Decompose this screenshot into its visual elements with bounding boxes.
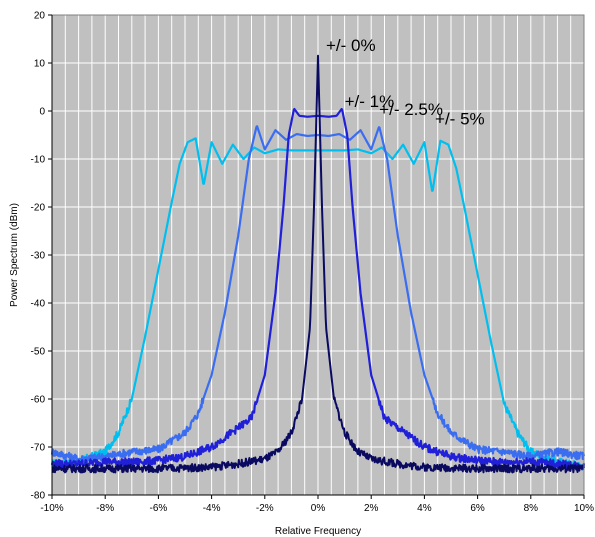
x-tick-label: -8% (96, 503, 114, 514)
x-tick-label: 4% (417, 503, 432, 514)
y-tick-label: -50 (31, 347, 46, 358)
x-tick-label: -6% (150, 503, 168, 514)
x-tick-label: 6% (470, 503, 485, 514)
y-tick-label: -10 (31, 155, 46, 166)
y-tick-label: 20 (34, 11, 46, 22)
y-tick-label: -30 (31, 251, 46, 262)
y-tick-label: -70 (31, 443, 46, 454)
y-tick-label: 0 (39, 107, 45, 118)
x-ticks: -10% -8% -6% -4% -2% 0% 2% 4% 6% 8% 10% (40, 495, 594, 514)
series-annotation: +/- 2.5% (379, 100, 443, 119)
x-tick-label: -10% (40, 503, 63, 514)
series-line (50, 125, 586, 464)
annotations: +/- 0% +/- 1%+/- 2.5%+/- 5% (326, 36, 485, 128)
x-tick-label: -2% (256, 503, 274, 514)
y-tick-label: -20 (31, 203, 46, 214)
x-tick-label: 0% (311, 503, 326, 514)
y-axis-label: Power Spectrum (dBm) (9, 203, 20, 307)
y-tick-label: 10 (34, 59, 46, 70)
x-axis-label: Relative Frequency (275, 526, 361, 537)
y-tick-label: -40 (31, 299, 46, 310)
x-tick-label: -4% (203, 503, 221, 514)
y-tick-label: -60 (31, 395, 46, 406)
y-tick-label: -80 (31, 491, 46, 502)
y-ticks: -80 -70 -60 -50 -40 -30 -20 -10 0 10 20 (31, 11, 52, 502)
series-line (50, 107, 586, 471)
series-annotation: +/- 0% (326, 36, 376, 55)
series-annotation: +/- 1% (345, 92, 395, 111)
series-annotation: +/- 5% (435, 109, 485, 128)
series-line (51, 54, 585, 474)
x-tick-label: 10% (574, 503, 594, 514)
grid-lines (51, 14, 585, 496)
x-tick-label: 2% (364, 503, 379, 514)
series-group (50, 54, 586, 474)
x-tick-label: 8% (524, 503, 539, 514)
series-line (51, 137, 586, 471)
